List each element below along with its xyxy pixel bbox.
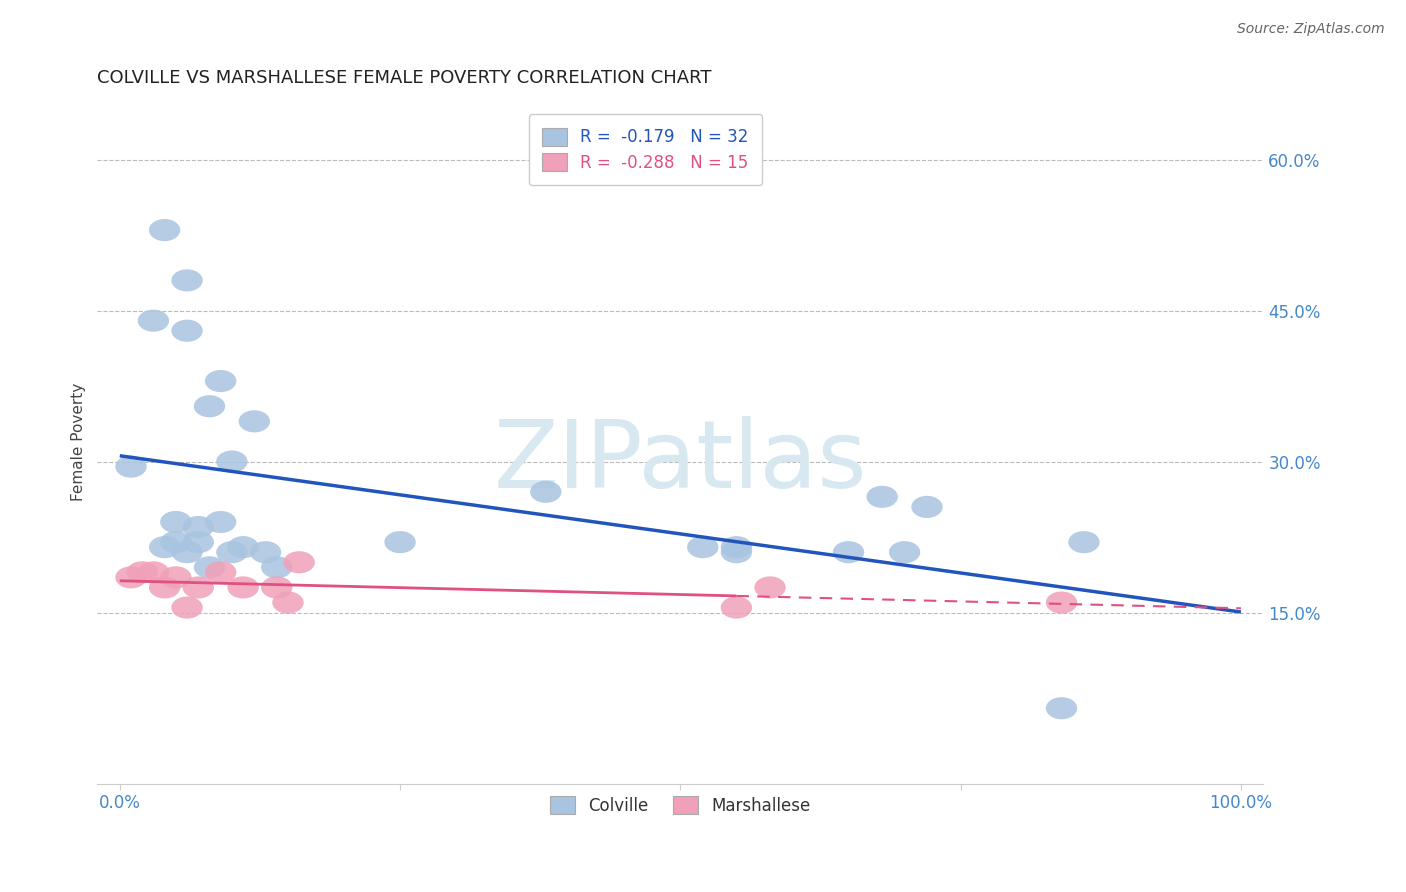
Ellipse shape: [721, 597, 752, 619]
Ellipse shape: [889, 541, 921, 563]
Ellipse shape: [205, 370, 236, 392]
Ellipse shape: [866, 486, 898, 508]
Ellipse shape: [205, 511, 236, 533]
Ellipse shape: [183, 576, 214, 599]
Ellipse shape: [172, 269, 202, 292]
Ellipse shape: [194, 395, 225, 417]
Ellipse shape: [138, 561, 169, 583]
Ellipse shape: [1069, 531, 1099, 553]
Ellipse shape: [250, 541, 281, 563]
Legend: Colville, Marshallese: Colville, Marshallese: [541, 788, 820, 823]
Ellipse shape: [1046, 698, 1077, 719]
Ellipse shape: [115, 566, 146, 589]
Ellipse shape: [273, 591, 304, 614]
Ellipse shape: [262, 557, 292, 578]
Ellipse shape: [172, 597, 202, 619]
Ellipse shape: [217, 450, 247, 473]
Ellipse shape: [149, 536, 180, 558]
Ellipse shape: [228, 576, 259, 599]
Ellipse shape: [149, 576, 180, 599]
Ellipse shape: [284, 551, 315, 574]
Ellipse shape: [127, 561, 157, 583]
Ellipse shape: [205, 561, 236, 583]
Ellipse shape: [262, 576, 292, 599]
Text: COLVILLE VS MARSHALLESE FEMALE POVERTY CORRELATION CHART: COLVILLE VS MARSHALLESE FEMALE POVERTY C…: [97, 69, 711, 87]
Ellipse shape: [239, 410, 270, 433]
Ellipse shape: [160, 531, 191, 553]
Ellipse shape: [384, 531, 416, 553]
Ellipse shape: [160, 511, 191, 533]
Ellipse shape: [183, 531, 214, 553]
Ellipse shape: [138, 310, 169, 332]
Ellipse shape: [172, 319, 202, 342]
Ellipse shape: [149, 219, 180, 241]
Ellipse shape: [721, 536, 752, 558]
Ellipse shape: [832, 541, 865, 563]
Ellipse shape: [160, 566, 191, 589]
Ellipse shape: [115, 456, 146, 478]
Ellipse shape: [1046, 591, 1077, 614]
Ellipse shape: [530, 481, 561, 503]
Text: ZIPatlas: ZIPatlas: [494, 416, 868, 508]
Ellipse shape: [194, 557, 225, 578]
Ellipse shape: [721, 541, 752, 563]
Ellipse shape: [688, 536, 718, 558]
Y-axis label: Female Poverty: Female Poverty: [72, 383, 86, 500]
Text: Source: ZipAtlas.com: Source: ZipAtlas.com: [1237, 22, 1385, 37]
Ellipse shape: [911, 496, 942, 518]
Ellipse shape: [172, 541, 202, 563]
Ellipse shape: [183, 516, 214, 538]
Ellipse shape: [228, 536, 259, 558]
Ellipse shape: [755, 576, 786, 599]
Ellipse shape: [217, 541, 247, 563]
